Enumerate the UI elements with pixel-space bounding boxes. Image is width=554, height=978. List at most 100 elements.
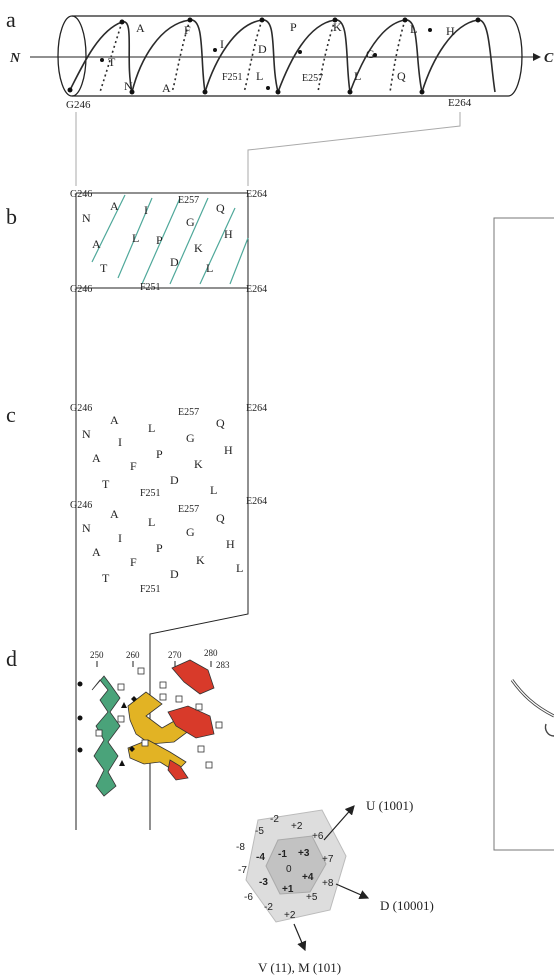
residue: G — [366, 47, 375, 61]
helix-residues: A T N A F I F251 L D P E257 K G L L Q H — [108, 20, 455, 95]
net-label-e264-top: E264 — [246, 189, 267, 200]
svg-text:D: D — [170, 567, 179, 581]
panel-label-d: d — [6, 646, 17, 671]
arrow-d-label: D (10001) — [380, 898, 434, 913]
svg-text:L: L — [236, 561, 243, 575]
svg-text:A: A — [110, 507, 119, 521]
net-label-e257: E257 — [178, 195, 199, 206]
n-terminus-label: N — [9, 51, 21, 66]
c-terminus-label: C — [544, 51, 554, 66]
svg-text:-7: -7 — [238, 865, 247, 876]
svg-text:E264: E264 — [246, 403, 267, 414]
residue-hydrophobic: I — [220, 37, 224, 51]
residue: H — [446, 24, 455, 38]
svg-text:T: T — [100, 261, 108, 275]
svg-text:Q: Q — [216, 201, 225, 215]
residue: A — [162, 81, 171, 95]
svg-text:250: 250 — [90, 650, 104, 660]
svg-text:P: P — [156, 233, 163, 247]
svg-text:-8: -8 — [236, 842, 245, 853]
end-residue-label: E264 — [448, 97, 472, 109]
svg-text:E257: E257 — [178, 407, 199, 418]
residue: P — [290, 20, 297, 34]
svg-text:283: 283 — [216, 660, 230, 670]
svg-text:I: I — [118, 435, 122, 449]
arrow-d — [335, 883, 370, 900]
svg-text:0: 0 — [286, 864, 292, 875]
helical-wheel-net: G246 E257 E264 G246 E257 E264 N A I L A … — [70, 403, 267, 595]
svg-text:K: K — [194, 457, 203, 471]
panel-label-c: c — [6, 402, 16, 427]
heptad-stripes — [91, 659, 215, 797]
svg-text:H: H — [226, 537, 235, 551]
svg-text:L: L — [206, 261, 213, 275]
svg-text:I: I — [144, 203, 148, 217]
residue-leucine: L — [354, 69, 361, 83]
svg-text:L: L — [210, 483, 217, 497]
svg-text:F251: F251 — [140, 584, 161, 595]
svg-text:T: T — [102, 477, 110, 491]
helix-net-box — [75, 192, 249, 289]
arrow-v — [293, 923, 307, 952]
svg-text:280: 280 — [204, 648, 218, 658]
residue: D — [258, 42, 267, 56]
arrow-u-label: U (1001) — [366, 798, 413, 813]
svg-text:-3: -3 — [259, 877, 268, 888]
svg-text:Q: Q — [216, 416, 225, 430]
sequence-ruler: 250 260 270 280 283 — [90, 648, 230, 670]
svg-text:+7: +7 — [322, 854, 334, 865]
svg-text:+3: +3 — [298, 848, 310, 859]
svg-text:-2: -2 — [264, 902, 273, 913]
svg-text:+1: +1 — [282, 884, 294, 895]
sequence-map-glyphs — [95, 667, 223, 769]
svg-text:F: F — [130, 459, 137, 473]
svg-text:K: K — [194, 241, 203, 255]
residue-leucine: L — [410, 22, 417, 36]
residue: K — [333, 20, 342, 34]
start-residue-label: G246 — [66, 99, 91, 111]
svg-text:A: A — [92, 451, 101, 465]
svg-text:A: A — [110, 199, 119, 213]
svg-text:L: L — [148, 421, 155, 435]
svg-text:260: 260 — [126, 650, 140, 660]
svg-text:E257: E257 — [178, 504, 199, 515]
svg-text:+5: +5 — [306, 892, 318, 903]
svg-text:Q: Q — [216, 511, 225, 525]
svg-text:+4: +4 — [302, 872, 314, 883]
svg-text:K: K — [196, 553, 205, 567]
residue-hydrophobic: F — [184, 23, 191, 37]
residue-hydrophobic: F251 — [222, 72, 243, 83]
svg-text:-5: -5 — [255, 826, 264, 837]
arrow-v-label: V (11), M (101) — [258, 960, 341, 975]
svg-text:G: G — [186, 525, 195, 539]
svg-text:+2: +2 — [291, 821, 303, 832]
svg-text:A: A — [92, 237, 101, 251]
svg-text:H: H — [224, 443, 233, 457]
net-label-g246-top: G246 — [70, 189, 92, 200]
svg-text:N: N — [82, 211, 91, 225]
svg-text:P: P — [156, 541, 163, 555]
svg-text:+2: +2 — [284, 910, 296, 921]
projection-lines — [75, 112, 461, 186]
svg-text:-2: -2 — [270, 814, 279, 825]
helix-cylinder — [57, 15, 523, 97]
svg-text:-1: -1 — [278, 849, 287, 860]
svg-text:L: L — [132, 231, 139, 245]
panel-label-b: b — [6, 204, 17, 229]
arrow-u — [323, 805, 355, 841]
svg-text:H: H — [224, 227, 233, 241]
residue: Q — [397, 69, 406, 83]
svg-text:270: 270 — [168, 650, 182, 660]
residue: N — [124, 79, 133, 93]
svg-text:G246: G246 — [70, 500, 92, 511]
svg-text:+6: +6 — [312, 831, 324, 842]
svg-text:L: L — [148, 515, 155, 529]
residue: A — [136, 21, 145, 35]
svg-text:N: N — [82, 521, 91, 535]
svg-text:I: I — [118, 531, 122, 545]
net-label-f251: F251 — [140, 282, 161, 293]
residue: T — [108, 55, 116, 69]
svg-text:E264: E264 — [246, 496, 267, 507]
svg-text:T: T — [102, 571, 110, 585]
